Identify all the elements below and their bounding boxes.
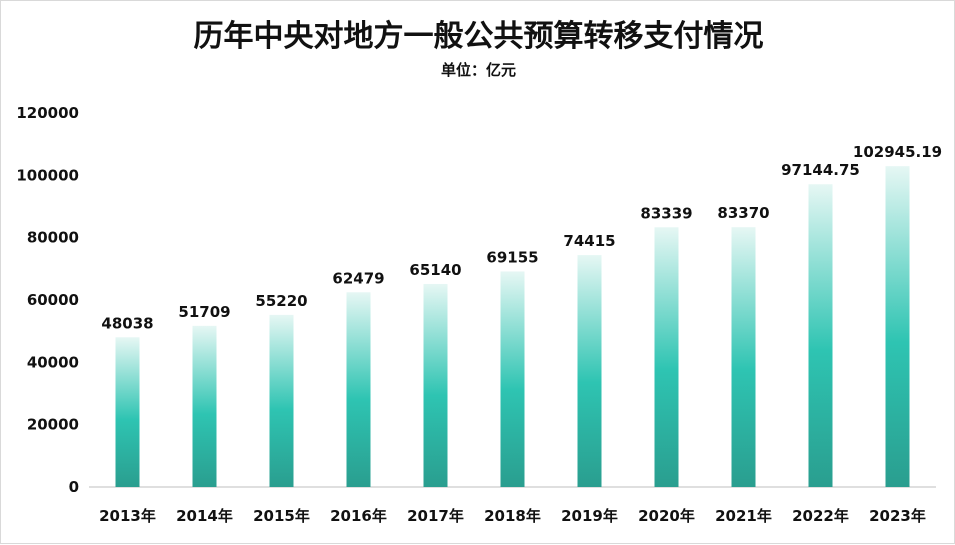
data-label: 83370 — [717, 204, 769, 222]
x-tick-label: 2017年 — [407, 507, 464, 525]
data-labels: 48038 51709 55220 62479 65140 69155 74415 83339… — [101, 143, 942, 332]
x-tick-label: 2015年 — [253, 507, 310, 525]
y-tick-label: 40000 — [27, 353, 79, 371]
x-tick-label: 2022年 — [792, 507, 849, 525]
y-tick-label: 80000 — [27, 229, 79, 247]
bar — [115, 337, 140, 487]
x-tick-label: 2013年 — [99, 507, 156, 525]
data-label: 69155 — [486, 248, 538, 266]
bar — [808, 184, 833, 488]
bar — [500, 271, 525, 487]
data-label: 83339 — [640, 204, 692, 222]
bars — [115, 166, 910, 488]
x-axis: 2013年 2014年 2015年 2016年 2017年 2018年 2019年 2020年… — [99, 507, 926, 525]
x-tick-label: 2016年 — [330, 507, 387, 525]
bar — [423, 283, 448, 487]
x-tick-label: 2020年 — [638, 507, 695, 525]
bar — [577, 255, 602, 487]
data-label: 74415 — [563, 232, 615, 250]
data-label: 65140 — [409, 261, 461, 279]
x-tick-label: 2023年 — [869, 507, 926, 525]
data-label: 51709 — [178, 303, 230, 321]
x-tick-label: 2019年 — [561, 507, 618, 525]
x-tick-label: 2021年 — [715, 507, 772, 525]
bar — [731, 227, 756, 487]
data-label: 48038 — [101, 314, 153, 332]
bar — [192, 325, 217, 487]
bar — [346, 292, 371, 487]
chart-title: 历年中央对地方一般公共预算转移支付情况 — [193, 19, 764, 54]
y-tick-label: 20000 — [27, 416, 79, 434]
x-tick-label: 2018年 — [484, 507, 541, 525]
bar — [654, 227, 679, 487]
bar — [269, 314, 294, 487]
y-tick-label: 100000 — [16, 166, 79, 184]
data-label: 55220 — [255, 292, 307, 310]
data-label: 97144.75 — [781, 161, 860, 179]
y-tick-label: 0 — [69, 478, 79, 496]
data-label: 102945.19 — [853, 143, 942, 161]
y-tick-label: 120000 — [16, 104, 79, 122]
y-axis: 0 20000 40000 60000 80000 100000 120000 — [16, 104, 79, 496]
x-tick-label: 2014年 — [176, 507, 233, 525]
chart-subtitle: 单位：亿元 — [440, 61, 516, 79]
data-label: 62479 — [332, 269, 384, 287]
y-tick-label: 60000 — [27, 291, 79, 309]
bar — [885, 166, 910, 487]
